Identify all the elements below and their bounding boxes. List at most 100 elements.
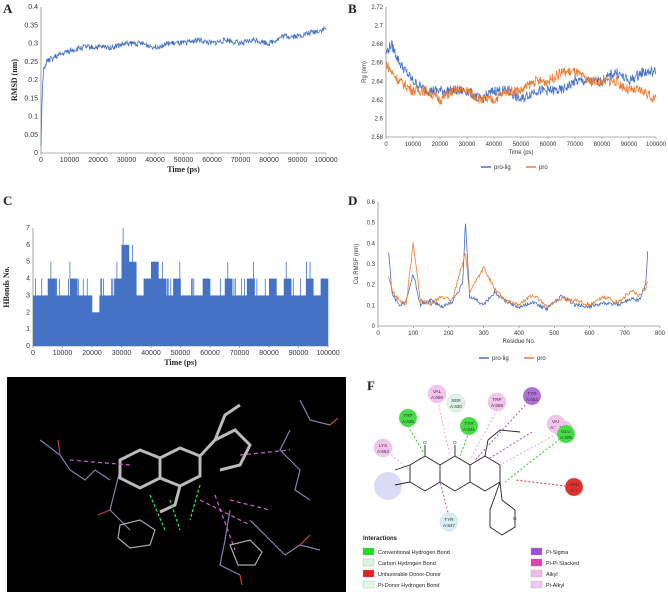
interaction-legend-label: Pi-Sigma	[546, 550, 569, 556]
x-tick-label: 70000	[567, 142, 584, 148]
interaction-legend-swatch	[362, 547, 375, 556]
x-tick-label: 80000	[259, 350, 279, 357]
hbonds-chart: 0 1 2 3 4 5 6 7 0 10000 20000 30000 40000 50000 60000 7…	[2, 225, 340, 367]
hbond-bar	[305, 278, 314, 346]
x-tick-label: 60000	[200, 350, 220, 357]
hbond-bar	[180, 295, 189, 346]
residue-name: TRP	[403, 413, 412, 418]
series-line-pro-lig	[385, 40, 657, 103]
y-tick-label: 6	[26, 242, 30, 249]
x-tick-label: 100000	[316, 350, 339, 357]
y-tick-label: 4	[26, 276, 30, 283]
y-tick-label: 0.4	[367, 241, 376, 247]
residue-bubble	[522, 386, 542, 406]
x-tick-label: 20000	[82, 350, 102, 357]
residue-id: A:?	[571, 488, 578, 493]
y-axis-title: HBonds No.	[2, 266, 11, 307]
y-tick-label: 0.3	[28, 41, 38, 48]
y-tick-label: 0.1	[367, 303, 376, 309]
residue-id: A:659	[491, 403, 503, 408]
x-tick-label: 50000	[174, 157, 194, 164]
legend-label-pro: pro	[537, 356, 546, 362]
y-tick-label: 0.5	[367, 221, 376, 227]
residue-id: A:205	[560, 435, 572, 440]
x-tick-label: 600	[584, 331, 595, 337]
y-tick-label: 2.64	[371, 79, 383, 85]
ligand-2d-skeleton	[394, 429, 521, 536]
x-tick-label: 0	[384, 142, 388, 148]
series-line-pro-lig	[388, 223, 649, 312]
residue-id: A:547	[443, 523, 455, 528]
x-tick-label: 400	[514, 331, 525, 337]
hbond-bar	[232, 295, 240, 346]
x-tick-label: 60000	[202, 157, 222, 164]
y-tick-label: 0.4	[28, 4, 38, 11]
hbond-bar	[77, 295, 85, 346]
y-tick-label: 0.2	[367, 283, 376, 289]
residue-bubble	[398, 408, 418, 428]
y-tick-label: 0.05	[24, 132, 38, 139]
x-axis-title: Time (ps)	[508, 150, 533, 156]
residue-name: GLU	[561, 429, 570, 434]
residue-bubble	[556, 424, 576, 444]
x-tick-label: 40000	[145, 157, 165, 164]
hydrophobic-lines	[69, 449, 291, 551]
residue-bubbles: TRPA:629SERA:630VALA:656TYRA:631TRPA:659…	[373, 384, 584, 532]
y-tick-label: 0.3	[367, 262, 376, 268]
x-tick-label: 70000	[231, 157, 251, 164]
hbond-bar	[128, 261, 137, 346]
ligand-sticks	[118, 403, 252, 514]
hbond-bar	[195, 295, 203, 346]
residue-name: LYS	[379, 443, 387, 448]
residue-name: VAL	[433, 389, 442, 394]
y-tick-label: 1	[26, 326, 30, 333]
x-tick-label: 30000	[112, 350, 132, 357]
y-tick-label: 2.68	[371, 42, 383, 48]
x-tick-label: 0	[39, 157, 43, 164]
y-tick-label: 0.15	[24, 95, 38, 102]
hbond-bar	[276, 295, 285, 346]
x-tick-label: 40000	[486, 142, 503, 148]
hbond-bar	[202, 278, 211, 346]
interaction-lines	[384, 396, 575, 521]
x-tick-label: 800	[655, 331, 666, 337]
residue-bubble	[459, 416, 479, 436]
hbond-bar	[217, 295, 226, 346]
hbond-bar	[298, 295, 307, 346]
hbond-bar	[187, 295, 196, 346]
rg-chart: 2.58 2.6 2.62 2.64 2.66 2.68 2.7 2.72 0 10000 2000…	[362, 5, 667, 171]
x-tick-label: 20000	[432, 142, 449, 148]
y-tick-label: 0.6	[367, 200, 376, 206]
solvent-blob	[374, 472, 402, 500]
hbond-bar	[246, 278, 255, 346]
interaction-legend-swatch	[362, 558, 375, 567]
x-tick-label: 90000	[289, 350, 309, 357]
residue-bubble	[439, 512, 459, 532]
hbond-bar	[92, 312, 100, 346]
legend-label-pro: pro	[539, 165, 548, 171]
residue-name: TRP	[492, 397, 501, 402]
y-tick-label: 2.6	[375, 116, 384, 122]
interaction-legend-swatch	[530, 569, 543, 578]
x-axis-title: Time (ps)	[164, 358, 197, 367]
x-tick-label: 10000	[405, 142, 422, 148]
y-tick-label: 3	[26, 292, 30, 299]
hbond-bar	[151, 261, 159, 346]
legend-label-pro-lig: pro-lig	[492, 356, 509, 362]
docking-3d-view	[7, 377, 346, 592]
hbond-bar	[224, 278, 233, 346]
y-tick-label: 2.7	[375, 24, 384, 30]
hbond-bar	[320, 278, 329, 346]
panel-label-f: F	[367, 378, 375, 393]
y-tick-label: 0	[26, 343, 30, 350]
interaction-diagram-2d: O O O TRPA:629SERA:630VALA:656TYRA:631TR…	[373, 384, 584, 536]
y-tick-label: 0	[372, 324, 376, 330]
interaction-legend-swatch	[530, 580, 543, 589]
hbond-bar	[261, 295, 270, 346]
x-tick-label: 80000	[259, 157, 279, 164]
hbond-bar	[33, 295, 41, 346]
hbond-bar	[165, 295, 174, 346]
residue-name: TYR	[444, 517, 454, 522]
hbond-bar	[136, 295, 144, 346]
x-tick-label: 90000	[288, 157, 308, 164]
